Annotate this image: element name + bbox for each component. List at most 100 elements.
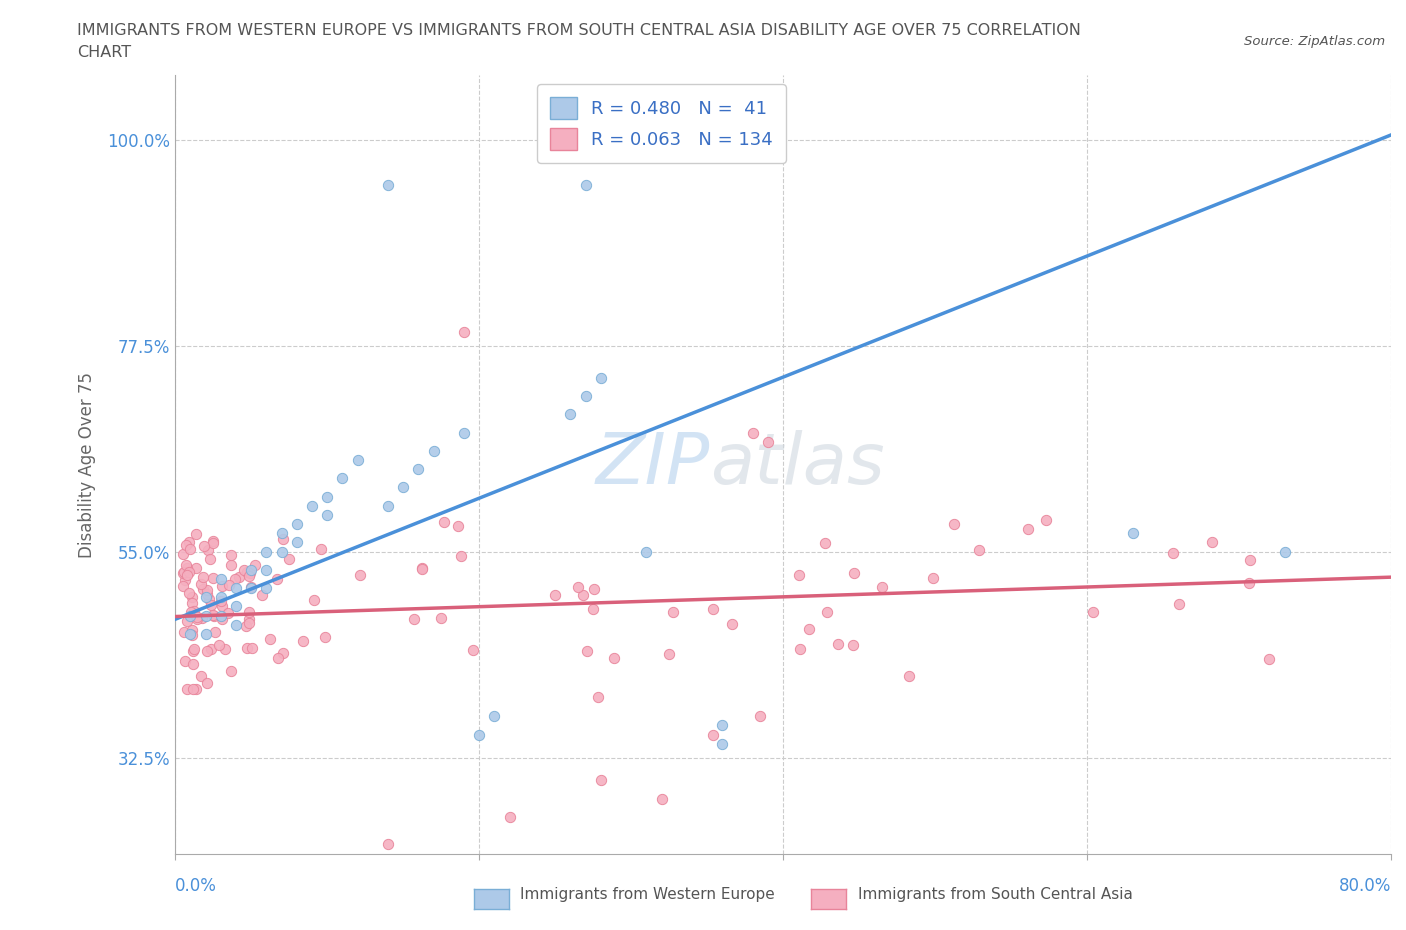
Point [208, 637, 231, 652]
Point [316, 508, 339, 523]
Point [239, 565, 262, 580]
Point [702, 602, 724, 617]
Text: 80.0%: 80.0% [1339, 877, 1391, 895]
Point [447, 519, 470, 534]
Point [177, 535, 200, 550]
Point [392, 480, 415, 495]
Point [1167, 596, 1189, 611]
Text: atlas: atlas [710, 430, 884, 499]
Point [190, 668, 212, 683]
Point [450, 548, 472, 563]
Point [238, 604, 260, 619]
Point [583, 582, 606, 597]
Point [270, 544, 292, 559]
Text: Source: ZipAtlas.com: Source: ZipAtlas.com [1244, 35, 1385, 48]
Point [748, 709, 770, 724]
Point [180, 628, 202, 643]
Point [209, 593, 232, 608]
Point [173, 565, 195, 579]
Point [574, 178, 596, 193]
Point [314, 630, 336, 644]
Point [301, 498, 323, 513]
Point [240, 579, 263, 594]
Point [560, 406, 582, 421]
Point [236, 565, 259, 579]
Point [1237, 575, 1260, 590]
Point [589, 370, 612, 385]
Point [186, 610, 208, 625]
Point [567, 579, 589, 594]
Point [787, 567, 810, 582]
Point [202, 571, 225, 586]
Point [225, 599, 247, 614]
Point [180, 604, 202, 619]
Point [238, 612, 260, 627]
Point [422, 444, 444, 458]
Point [195, 644, 218, 658]
Point [200, 551, 222, 566]
Point [183, 657, 205, 671]
Text: Immigrants from Western Europe: Immigrants from Western Europe [520, 887, 775, 902]
Point [453, 425, 475, 440]
Point [180, 622, 202, 637]
Point [214, 642, 236, 657]
Point [815, 604, 838, 619]
Point [658, 646, 681, 661]
Point [200, 598, 222, 613]
Point [1274, 544, 1296, 559]
Text: ZIP: ZIP [596, 430, 710, 499]
Legend: R = 0.480   N =  41, R = 0.063   N = 134: R = 0.480 N = 41, R = 0.063 N = 134 [537, 85, 786, 163]
Point [225, 580, 247, 595]
Point [183, 642, 205, 657]
Point [181, 682, 204, 697]
Point [1258, 652, 1281, 667]
Point [267, 650, 290, 665]
Point [233, 562, 256, 577]
Point [582, 602, 605, 617]
Point [468, 727, 491, 742]
Point [636, 544, 658, 559]
Point [463, 643, 485, 658]
Point [202, 608, 225, 623]
Point [789, 642, 811, 657]
Point [575, 644, 598, 658]
Point [225, 618, 247, 632]
Point [224, 572, 246, 587]
Point [238, 568, 260, 583]
Point [211, 611, 233, 626]
Point [250, 588, 273, 603]
Point [377, 498, 399, 513]
Point [180, 595, 202, 610]
Point [453, 325, 475, 339]
Point [183, 604, 205, 618]
Point [190, 577, 212, 591]
Point [254, 563, 277, 578]
Point [186, 682, 208, 697]
Point [411, 562, 433, 577]
Point [173, 573, 195, 588]
Point [967, 542, 990, 557]
Point [179, 608, 201, 623]
Point [191, 610, 214, 625]
Point [721, 617, 744, 631]
Point [195, 675, 218, 690]
Point [285, 535, 308, 550]
Point [193, 538, 215, 553]
Point [197, 591, 219, 606]
Point [408, 461, 430, 476]
Point [219, 664, 242, 679]
Point [254, 580, 277, 595]
Point [211, 578, 233, 593]
Point [174, 538, 197, 552]
Point [184, 526, 207, 541]
Point [238, 616, 260, 631]
Point [270, 525, 292, 540]
Point [201, 536, 224, 551]
Text: 0.0%: 0.0% [176, 877, 217, 895]
Point [498, 810, 520, 825]
Point [181, 644, 204, 658]
Point [897, 669, 920, 684]
Point [194, 627, 217, 642]
Point [1122, 525, 1144, 540]
Point [316, 489, 339, 504]
